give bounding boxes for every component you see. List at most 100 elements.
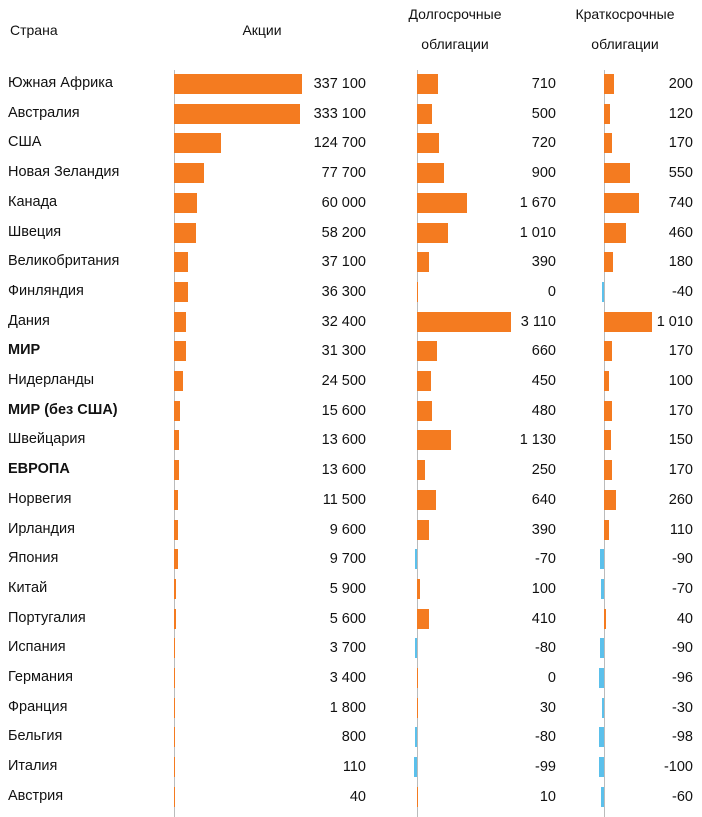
bar bbox=[417, 252, 429, 273]
bar bbox=[599, 638, 604, 659]
data-label: -70 bbox=[672, 580, 693, 597]
bar bbox=[604, 311, 652, 332]
bar bbox=[417, 608, 430, 629]
bar bbox=[174, 608, 177, 629]
data-label: 100 bbox=[531, 580, 556, 597]
data-label: 40 bbox=[349, 788, 366, 805]
bar bbox=[414, 638, 417, 659]
data-label: -60 bbox=[672, 788, 693, 805]
bar bbox=[604, 192, 640, 213]
category-label: Новая Зеландия bbox=[8, 164, 120, 181]
data-label: 13 600 bbox=[321, 432, 366, 449]
data-label: 110 bbox=[669, 521, 693, 538]
bar bbox=[417, 311, 511, 332]
bar bbox=[599, 757, 604, 778]
data-label: 31 300 bbox=[321, 343, 366, 360]
category-label: Южная Африка bbox=[8, 75, 113, 91]
data-label: 77 700 bbox=[321, 165, 366, 182]
category-label: Австрия bbox=[8, 787, 64, 804]
category-label: Великобритания bbox=[8, 253, 120, 270]
bar bbox=[174, 489, 179, 510]
bar bbox=[174, 74, 302, 94]
category-label: Норвегия bbox=[8, 490, 72, 507]
data-label: 32 400 bbox=[321, 313, 366, 330]
bar bbox=[174, 430, 180, 451]
bar bbox=[417, 697, 418, 718]
bar bbox=[604, 74, 614, 94]
data-label: 24 500 bbox=[321, 373, 366, 389]
header-long-bonds-2: облигации bbox=[421, 36, 489, 52]
data-label: 36 300 bbox=[321, 283, 366, 300]
data-label: 40 bbox=[676, 610, 693, 627]
category-label: МИР bbox=[8, 342, 41, 359]
bar bbox=[604, 519, 610, 540]
data-label: 900 bbox=[531, 165, 556, 182]
bar bbox=[599, 668, 604, 688]
data-label: 1 670 bbox=[519, 194, 556, 211]
data-label: 740 bbox=[668, 194, 693, 211]
header-stocks: Акции bbox=[242, 22, 282, 38]
bar bbox=[417, 460, 425, 481]
category-label: Нидерланды bbox=[8, 372, 95, 388]
bar bbox=[414, 757, 417, 778]
bar bbox=[174, 133, 222, 154]
data-label: 660 bbox=[531, 343, 556, 360]
data-label: 550 bbox=[668, 165, 693, 182]
data-label: 30 bbox=[539, 699, 556, 716]
data-label: 9 600 bbox=[329, 521, 366, 538]
bar bbox=[417, 519, 429, 540]
data-label: 100 bbox=[668, 373, 693, 389]
data-label: 390 bbox=[531, 254, 556, 271]
bar bbox=[417, 430, 452, 451]
data-label: -80 bbox=[535, 640, 556, 657]
data-label: 5 600 bbox=[329, 610, 366, 627]
data-label: 1 010 bbox=[656, 313, 693, 330]
bar bbox=[174, 341, 186, 362]
bar bbox=[174, 786, 175, 807]
category-label: Дания bbox=[8, 312, 50, 329]
category-label: Канада bbox=[8, 193, 58, 210]
category-label: Италия bbox=[8, 758, 58, 775]
data-label: 15 600 bbox=[321, 402, 366, 419]
bar bbox=[604, 400, 613, 421]
data-label: 720 bbox=[531, 135, 556, 152]
data-label: 337 100 bbox=[313, 76, 366, 92]
data-label: 480 bbox=[531, 402, 556, 419]
bar bbox=[417, 371, 431, 391]
bar bbox=[417, 133, 439, 154]
bar bbox=[599, 549, 604, 570]
data-label: 260 bbox=[668, 491, 693, 508]
data-label: 170 bbox=[668, 462, 693, 479]
bar bbox=[174, 757, 175, 778]
data-label: -90 bbox=[672, 640, 693, 657]
category-label: Бельгия bbox=[8, 728, 63, 745]
data-label: 500 bbox=[531, 105, 556, 122]
category-label: Ирландия bbox=[8, 520, 75, 537]
data-label: 124 700 bbox=[313, 135, 366, 152]
data-label: 800 bbox=[341, 729, 366, 746]
data-label: 120 bbox=[668, 105, 693, 122]
data-label: -99 bbox=[535, 759, 556, 776]
data-label: 410 bbox=[531, 610, 556, 627]
bar bbox=[604, 222, 626, 243]
bar bbox=[174, 163, 204, 184]
bar bbox=[417, 192, 468, 213]
data-label: 710 bbox=[531, 76, 556, 92]
bar bbox=[174, 371, 184, 391]
data-label: 250 bbox=[531, 462, 556, 479]
data-label: -96 bbox=[672, 670, 693, 686]
bar bbox=[414, 727, 417, 748]
bar bbox=[174, 192, 197, 213]
category-label: Германия bbox=[8, 669, 74, 685]
data-label: 0 bbox=[547, 670, 556, 686]
bar bbox=[174, 281, 188, 302]
data-label: 170 bbox=[668, 402, 693, 419]
data-label: 10 bbox=[539, 788, 556, 805]
bar bbox=[414, 549, 417, 570]
header-short-bonds-2: облигации bbox=[591, 36, 659, 52]
data-label: 9 700 bbox=[329, 551, 366, 568]
data-label: 37 100 bbox=[321, 254, 366, 271]
data-label: 640 bbox=[531, 491, 556, 508]
data-label: 1 010 bbox=[519, 224, 556, 241]
bar bbox=[604, 371, 609, 391]
